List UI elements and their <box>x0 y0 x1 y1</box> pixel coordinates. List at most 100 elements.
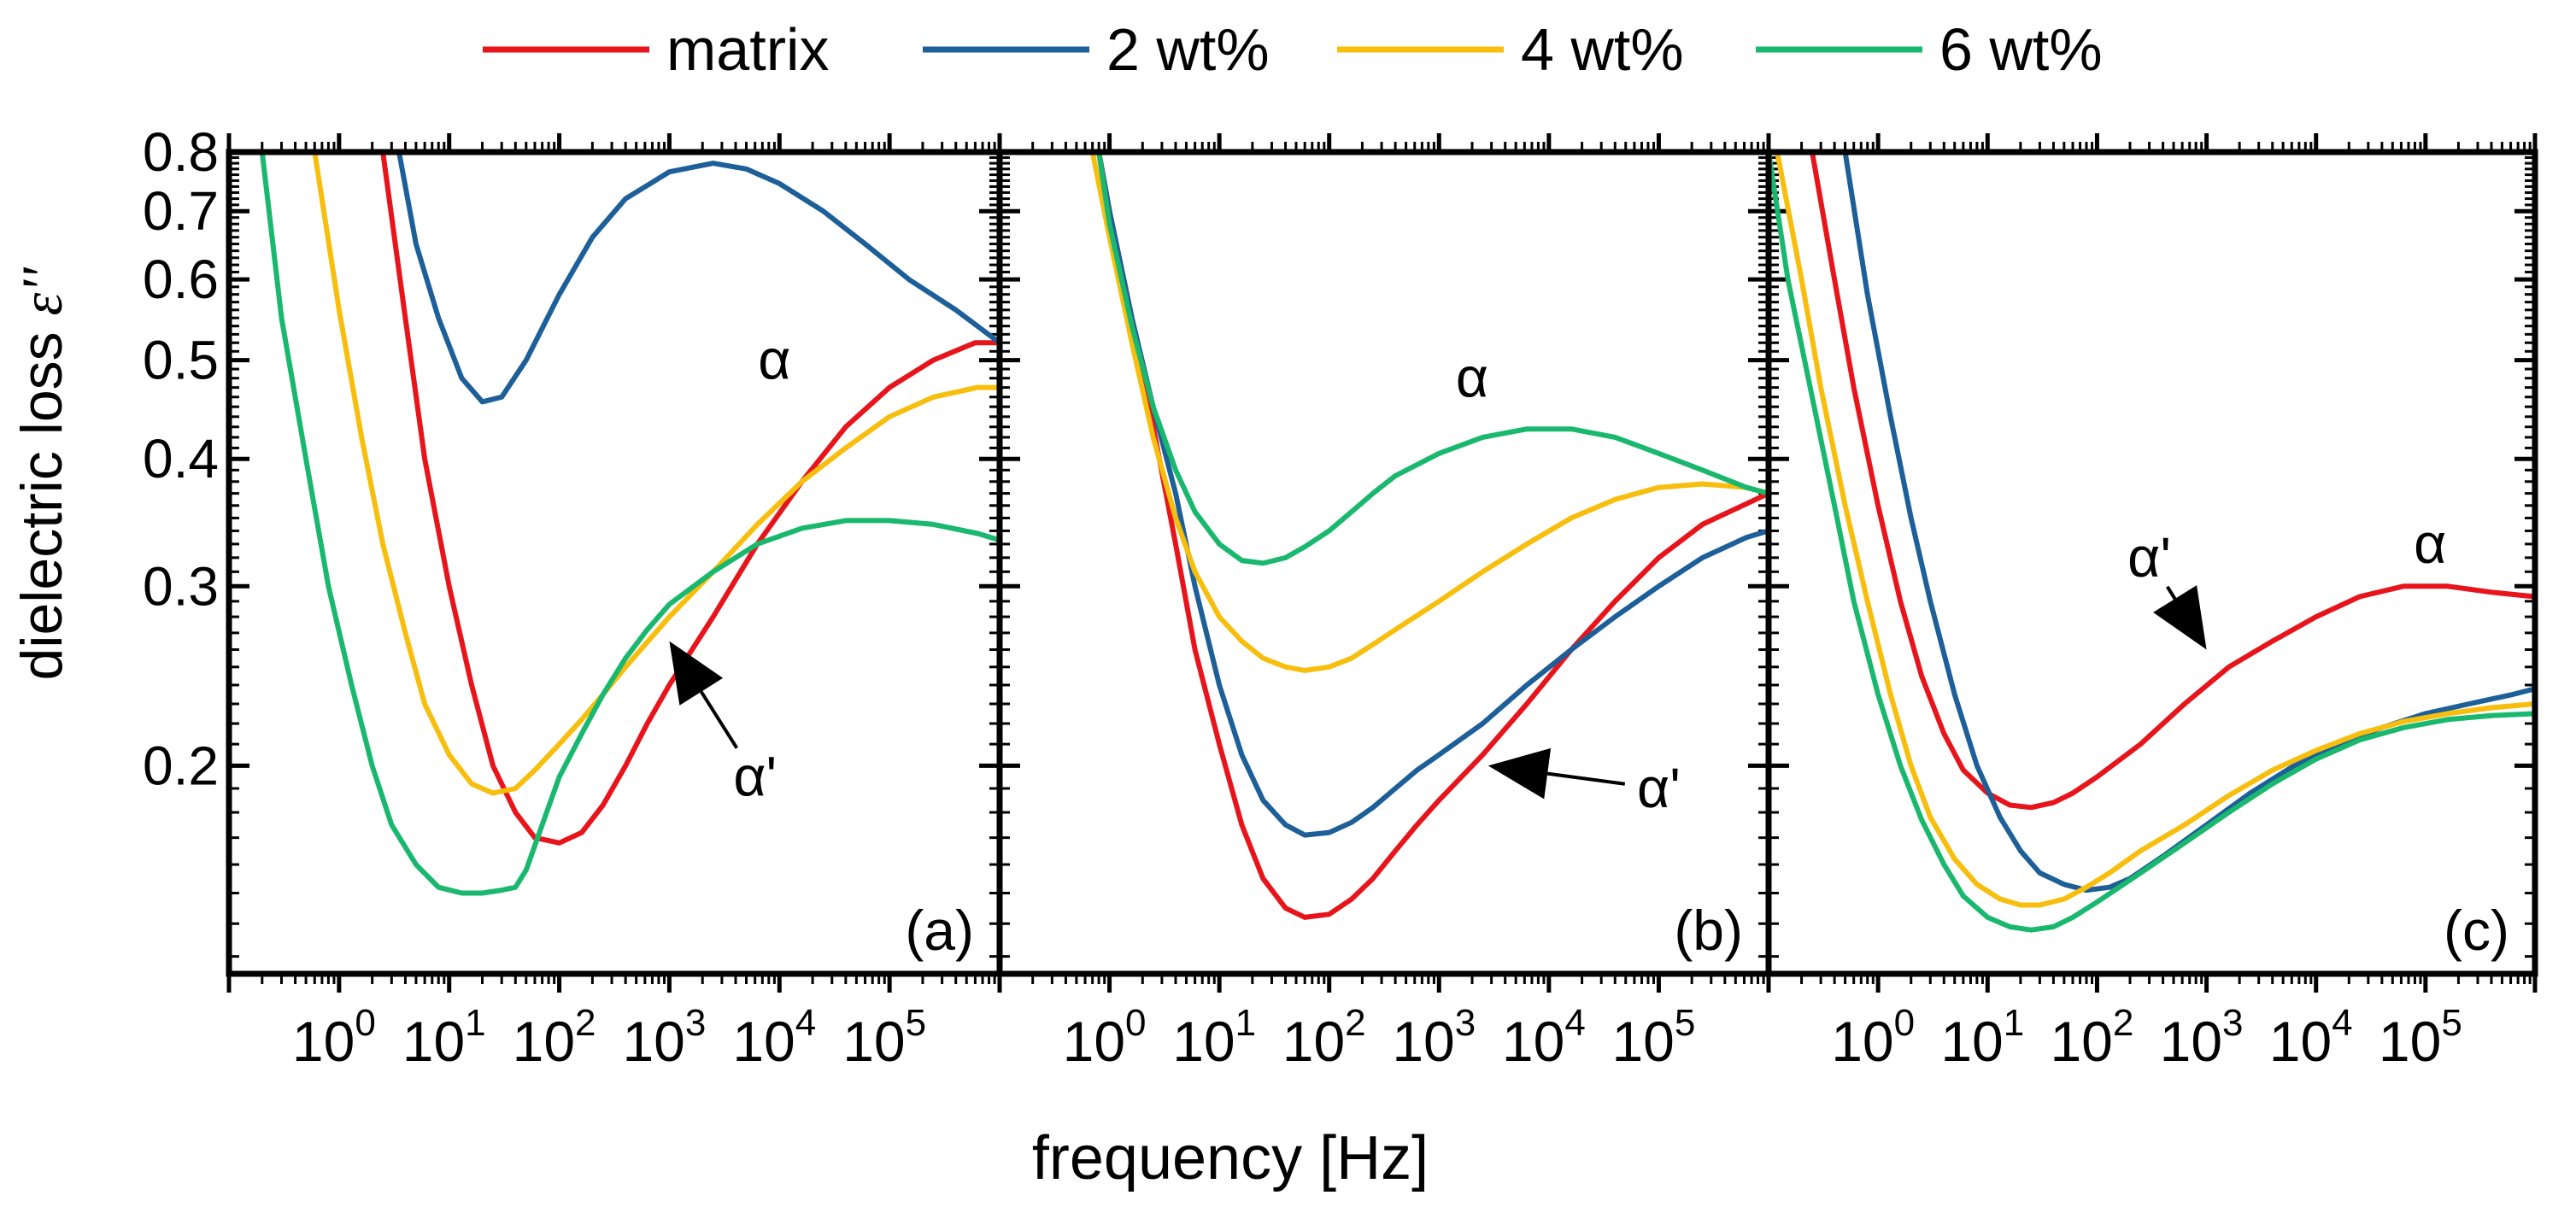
x-tick-label: 100 <box>1063 1002 1147 1073</box>
x-tick-label-base: 10 <box>2379 1010 2441 1073</box>
x-tick-label-exponent: 1 <box>465 1002 485 1044</box>
x-tick-label-exponent: 5 <box>2441 1002 2462 1044</box>
series-group <box>259 152 1000 896</box>
y-tick-label: 0.8 <box>143 121 219 183</box>
y-axis-label: dielectric loss ε'' <box>9 267 74 680</box>
x-tick-label-exponent: 4 <box>2332 1002 2352 1044</box>
legend-label: matrix <box>666 16 830 83</box>
series-line-4-wt- <box>312 152 1000 796</box>
x-tick-label-base: 10 <box>732 1010 795 1073</box>
y-tick-label: 0.5 <box>143 330 219 391</box>
x-tick-label: 103 <box>622 1002 706 1073</box>
x-tick-label-exponent: 1 <box>2004 1002 2024 1044</box>
plot-frame <box>226 149 1003 977</box>
series-group <box>1769 152 2535 933</box>
x-tick-label: 103 <box>2160 1002 2244 1073</box>
panel-a: 100 101 102 103 104 1050.20.30.40.50.60.70.8α… <box>143 121 1003 1073</box>
x-tick-label-base: 10 <box>622 1010 684 1073</box>
series-line-matrix <box>1810 152 2535 811</box>
series-line-6-wt- <box>259 152 1000 896</box>
x-tick-label-exponent: 3 <box>1455 1002 1476 1044</box>
y-tick-label: 0.6 <box>143 249 219 310</box>
annotation-label: α' <box>2127 525 2171 589</box>
x-tick-label: 105 <box>2379 1002 2462 1073</box>
x-axis-label: frequency [Hz] <box>1032 1124 1429 1192</box>
panel-label: (b) <box>1674 899 1743 962</box>
x-tick-label-exponent: 4 <box>1564 1002 1585 1044</box>
plot-frame <box>1765 149 2538 977</box>
x-tick-label-base: 10 <box>2160 1010 2222 1073</box>
plot-panels: 100 101 102 103 104 1050.20.30.40.50.60.70.8α… <box>143 121 2538 1073</box>
legend-label: 6 wt% <box>1939 16 2103 83</box>
x-tick-label-base: 10 <box>1831 1010 1893 1073</box>
x-tick-label-base: 10 <box>1392 1010 1454 1073</box>
y-tick-label: 0.4 <box>143 428 219 489</box>
x-tick-label: 104 <box>1502 1002 1586 1073</box>
x-tick-label-exponent: 0 <box>1125 1002 1146 1044</box>
series-line-4-wt- <box>1775 152 2535 908</box>
x-tick-label-exponent: 2 <box>575 1002 596 1044</box>
y-axis-label-symbol: ε'' <box>9 267 74 315</box>
series-line-6-wt- <box>1769 152 2535 933</box>
y-tick-label: 0.2 <box>143 735 219 796</box>
x-tick-label: 103 <box>1392 1002 1476 1073</box>
y-tick-label: 0.7 <box>143 180 219 242</box>
annotation-arrow-line <box>1546 771 1626 786</box>
y-axis-label-text: dielectric loss <box>9 315 74 680</box>
annotation-label: α <box>758 328 790 391</box>
x-tick-label-base: 10 <box>1502 1010 1564 1073</box>
annotation-label: α <box>1456 346 1488 409</box>
x-tick-label-base: 10 <box>1940 1010 2003 1073</box>
x-tick-label: 102 <box>1282 1002 1366 1073</box>
x-tick-label-base: 10 <box>292 1010 355 1073</box>
x-tick-label-base: 10 <box>2269 1010 2332 1073</box>
x-tick-label-exponent: 0 <box>355 1002 375 1044</box>
x-tick-label-base: 10 <box>1172 1010 1235 1073</box>
x-tick-label: 100 <box>1831 1002 1915 1073</box>
x-tick-label-base: 10 <box>2050 1010 2112 1073</box>
x-tick-label-exponent: 1 <box>1235 1002 1256 1044</box>
x-tick-label: 101 <box>1172 1002 1256 1073</box>
x-tick-label-base: 10 <box>1611 1010 1674 1073</box>
x-tick-label-base: 10 <box>1282 1010 1345 1073</box>
x-tick-label: 102 <box>513 1002 596 1073</box>
panel-label: (a) <box>905 899 974 962</box>
x-tick-label: 105 <box>1611 1002 1695 1073</box>
x-tick-label-exponent: 0 <box>1894 1002 1915 1044</box>
series-line-6-wt- <box>1096 152 1769 566</box>
series-group <box>1089 152 1769 920</box>
x-tick-label-exponent: 5 <box>906 1002 926 1044</box>
x-tick-label: 105 <box>842 1002 926 1073</box>
x-tick-label-base: 10 <box>402 1010 465 1073</box>
annotation-label: α <box>2414 512 2446 575</box>
annotation-label: α' <box>733 745 777 808</box>
x-tick-label: 102 <box>2050 1002 2133 1073</box>
x-tick-label: 101 <box>1940 1002 2024 1073</box>
panel-label: (c) <box>2444 899 2509 962</box>
x-tick-label-exponent: 3 <box>2222 1002 2243 1044</box>
x-tick-label-base: 10 <box>842 1010 905 1073</box>
x-tick-label-exponent: 2 <box>2113 1002 2133 1044</box>
annotation-label: α' <box>1637 756 1681 819</box>
x-tick-label-exponent: 4 <box>795 1002 816 1044</box>
annotation-arrow-line <box>2166 585 2177 601</box>
legend: matrix 2 wt% 4 wt% 6 wt% <box>483 16 2103 83</box>
series-line-4-wt- <box>1089 152 1769 673</box>
x-tick-label: 101 <box>402 1002 486 1073</box>
annotation-arrow-head <box>2153 585 2207 650</box>
x-tick-label: 104 <box>732 1002 816 1073</box>
annotation-arrow-head <box>669 641 724 706</box>
x-tick-label-exponent: 3 <box>685 1002 706 1044</box>
series-line-2-wt- <box>1096 152 1769 838</box>
y-tick-label: 0.3 <box>143 555 219 617</box>
x-tick-label: 104 <box>2269 1002 2353 1073</box>
legend-label: 4 wt% <box>1521 16 1684 83</box>
x-tick-label: 100 <box>292 1002 376 1073</box>
x-tick-label-base: 10 <box>513 1010 575 1073</box>
x-tick-label-base: 10 <box>1063 1010 1125 1073</box>
x-tick-label-exponent: 2 <box>1345 1002 1365 1044</box>
legend-label: 2 wt% <box>1106 16 1270 83</box>
